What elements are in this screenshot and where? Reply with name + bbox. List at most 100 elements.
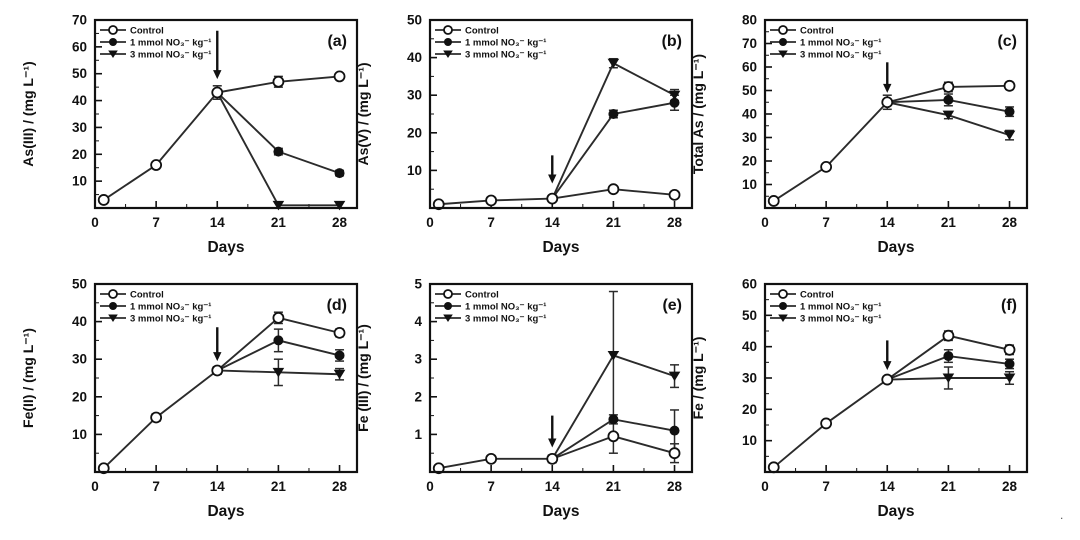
x-tick-label: 28 xyxy=(1002,215,1018,230)
x-axis-title: Days xyxy=(207,503,244,520)
plot-box xyxy=(428,282,694,474)
open-circle-marker xyxy=(607,183,620,196)
error-bars xyxy=(151,311,345,422)
chart-svg: 0 7 14 21 28 10 20 30 40 50 Days As(V) / (mg L⁻¹) Co… xyxy=(355,13,694,256)
y-tick-label: 30 xyxy=(742,371,757,386)
x-tick-label: 7 xyxy=(822,479,830,494)
filled-triangle-down-marker xyxy=(668,371,681,382)
x-tick-label: 21 xyxy=(941,215,957,230)
filled-circle-marker xyxy=(779,38,787,46)
open-circle-marker xyxy=(942,329,955,342)
axes: 0 7 14 21 28 10 20 30 40 50 60 70 80 Days Total As / (… xyxy=(690,13,1018,257)
filled-circle-marker xyxy=(1004,358,1015,369)
open-circle-marker xyxy=(881,373,894,386)
x-tick-label: 14 xyxy=(880,479,896,494)
chart-svg: 0 7 14 21 28 1 2 3 4 5 Days Fe (III) / (mg L⁻¹) Cont… xyxy=(355,277,694,520)
open-circle-marker xyxy=(668,188,681,201)
x-tick-label: 0 xyxy=(426,479,434,494)
open-circle-marker xyxy=(333,70,346,83)
y-tick-label: 10 xyxy=(407,163,422,178)
x-tick-label: 0 xyxy=(91,215,99,230)
filled-circle-marker xyxy=(669,425,680,436)
x-tick-label: 7 xyxy=(487,215,495,230)
y-tick-label: 4 xyxy=(414,314,422,329)
open-circle-marker xyxy=(272,311,285,324)
y-tick-label: 10 xyxy=(72,174,87,189)
y-axis-title: As(V) / (mg L⁻¹) xyxy=(355,62,371,165)
filled-triangle-down-marker xyxy=(108,50,118,58)
y-tick-label: 50 xyxy=(72,66,87,81)
filled-triangle-down-marker xyxy=(607,58,620,69)
x-tick-label: 0 xyxy=(761,479,769,494)
open-circle-marker xyxy=(778,289,788,299)
axes: 0 7 14 21 28 10 20 30 40 50 60 70 Days As(III) / (mg … xyxy=(20,13,348,257)
panel-letter: (b) xyxy=(662,33,682,50)
y-tick-label: 30 xyxy=(72,352,87,367)
axes: 0 7 14 21 28 10 20 30 40 50 60 Days Fe / (mg L⁻¹) xyxy=(690,277,1018,521)
filled-circle-marker xyxy=(444,38,452,46)
open-circle-marker xyxy=(432,198,445,211)
legend-label: Control xyxy=(800,26,834,37)
x-axis-title: Days xyxy=(542,239,579,256)
axes: 0 7 14 21 28 10 20 30 40 50 Days Fe(II) / (mg L⁻¹) xyxy=(20,277,348,521)
y-tick-label: 30 xyxy=(72,120,87,135)
injection-arrow-icon xyxy=(883,340,892,371)
y-axis-title: Fe / (mg L⁻¹) xyxy=(690,337,706,420)
y-tick-label: 70 xyxy=(742,36,757,51)
y-tick-label: 20 xyxy=(407,125,422,140)
x-tick-label: 0 xyxy=(426,215,434,230)
filled-circle-marker xyxy=(334,168,345,179)
y-tick-label: 70 xyxy=(72,13,87,28)
x-tick-label: 14 xyxy=(545,215,561,230)
legend-label: 1 mmol NO₃⁻ kg⁻¹ xyxy=(465,38,546,49)
series-line-0 xyxy=(773,334,1010,469)
open-circle-marker xyxy=(668,447,681,460)
x-tick-label: 21 xyxy=(606,215,622,230)
filled-triangle-down-marker xyxy=(1003,130,1016,141)
open-circle-marker xyxy=(150,411,163,424)
series-line-1 xyxy=(216,91,340,174)
panel-letter: (e) xyxy=(662,297,682,314)
open-circle-marker xyxy=(97,194,110,206)
filled-triangle-down-marker xyxy=(333,369,346,380)
filled-triangle-down-marker xyxy=(942,373,955,383)
x-tick-label: 0 xyxy=(91,479,99,494)
filled-circle-marker xyxy=(109,302,117,310)
open-circle-marker xyxy=(211,364,224,377)
x-tick-label: 28 xyxy=(1002,479,1018,494)
filled-triangle-down-marker xyxy=(443,50,453,58)
legend-label: 3 mmol NO₃⁻ kg⁻¹ xyxy=(130,50,211,61)
chart-svg: 0 7 14 21 28 10 20 30 40 50 Days Fe(II) / (mg L⁻¹) C… xyxy=(20,277,359,521)
y-tick-label: 50 xyxy=(742,83,757,98)
y-tick-label: 20 xyxy=(742,154,757,169)
filled-triangle-down-marker xyxy=(333,200,346,211)
filled-circle-marker xyxy=(608,109,619,119)
open-circle-marker xyxy=(443,289,453,299)
injection-arrow-icon xyxy=(883,62,892,93)
panel-letter: (a) xyxy=(327,33,347,50)
open-circle-marker xyxy=(485,194,498,207)
filled-circle-marker xyxy=(943,94,954,105)
filled-circle-marker xyxy=(779,302,787,310)
open-circle-marker xyxy=(767,461,780,474)
x-tick-label: 21 xyxy=(606,479,622,494)
filled-circle-marker xyxy=(669,97,680,108)
y-tick-label: 1 xyxy=(414,427,422,442)
open-circle-marker xyxy=(881,96,894,109)
open-circle-marker xyxy=(108,25,118,35)
x-tick-label: 14 xyxy=(880,215,896,230)
series-markers xyxy=(432,58,681,211)
y-tick-label: 10 xyxy=(742,433,757,448)
filled-circle-marker xyxy=(444,302,452,310)
injection-arrow-icon xyxy=(213,327,222,362)
chart-svg: 0 7 14 21 28 10 20 30 40 50 60 Days Fe / (mg L⁻¹) Con… xyxy=(690,277,1029,521)
open-circle-marker xyxy=(443,25,453,35)
plot-box xyxy=(93,18,359,210)
y-axis-title: Fe (III) / (mg L⁻¹) xyxy=(355,324,371,432)
y-tick-label: 40 xyxy=(72,93,87,108)
open-circle-marker xyxy=(546,452,559,465)
filled-triangle-down-marker xyxy=(942,110,955,121)
